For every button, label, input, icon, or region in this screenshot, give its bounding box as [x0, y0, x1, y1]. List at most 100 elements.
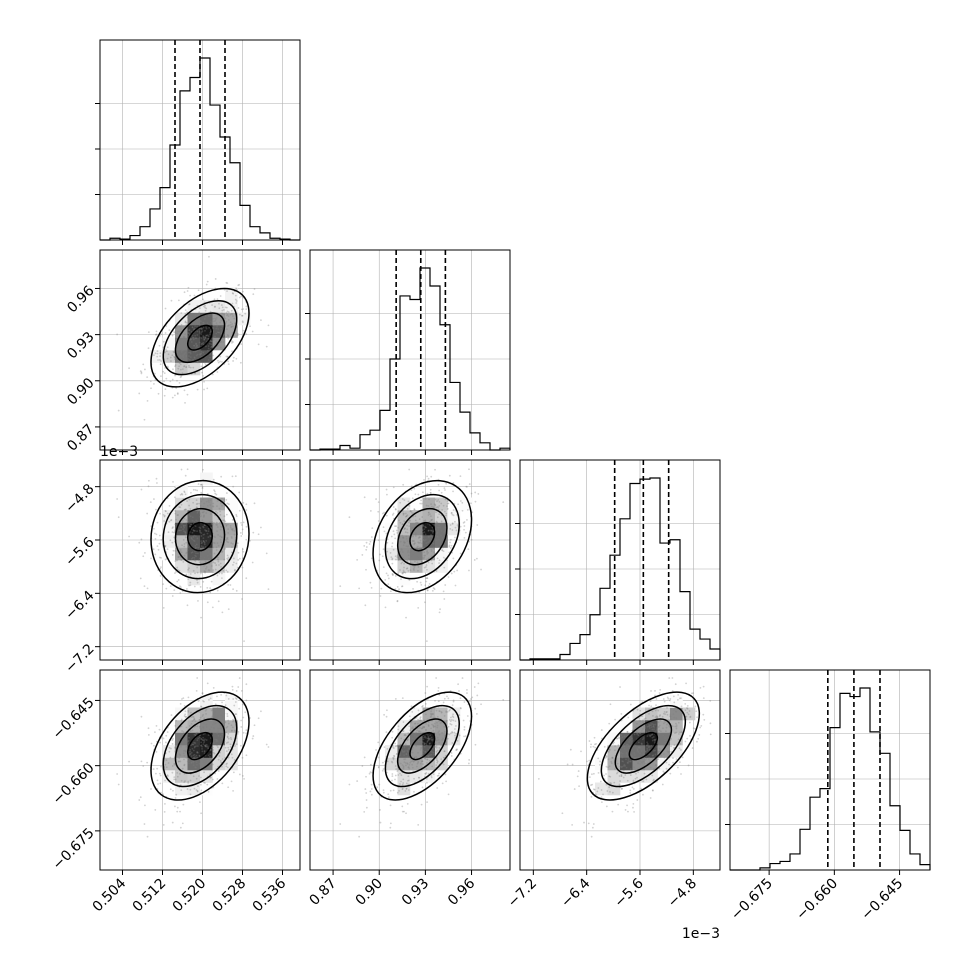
scatter-point — [626, 761, 629, 764]
scatter-point — [202, 580, 205, 583]
scatter-point — [643, 726, 645, 728]
scatter-point — [409, 510, 412, 513]
scatter-point — [436, 721, 438, 724]
scatter-point — [434, 498, 437, 501]
scatter-point — [173, 776, 176, 779]
scatter-point — [406, 750, 409, 753]
scatter-point — [422, 536, 425, 539]
scatter-point — [674, 725, 677, 728]
scatter-point — [216, 512, 219, 514]
x-tick-label: −7.2 — [505, 876, 540, 911]
scatter-point — [193, 556, 196, 559]
scatter-point — [219, 513, 222, 516]
scatter-point — [638, 732, 641, 734]
scatter-point — [430, 559, 433, 562]
scatter-point — [216, 740, 219, 742]
scatter-point — [637, 741, 640, 744]
scatter-point — [181, 355, 183, 358]
scatter-point — [206, 745, 209, 748]
scatter-point — [382, 526, 385, 529]
scatter-point — [253, 502, 256, 505]
scatter-point — [203, 380, 205, 383]
scatter-point — [358, 587, 361, 590]
scatter-point — [418, 719, 421, 722]
density-cell — [200, 732, 213, 746]
scatter-point — [674, 732, 676, 735]
scatter-point — [407, 766, 410, 769]
scatter-point — [631, 740, 634, 743]
scatter-point — [666, 696, 669, 699]
scatter-point — [196, 314, 199, 317]
scatter-point — [630, 754, 632, 757]
scatter-point — [215, 523, 218, 526]
scatter-point — [174, 560, 177, 562]
scatter-point — [189, 338, 192, 341]
scatter-point — [182, 752, 185, 755]
scatter-point — [620, 713, 623, 715]
scatter-point — [407, 500, 410, 503]
scatter-point — [217, 331, 220, 334]
scatter-point — [194, 766, 197, 769]
scatter-point — [620, 773, 623, 776]
scatter-point — [413, 759, 416, 762]
scatter-point — [224, 306, 227, 309]
scatter-point — [200, 353, 203, 355]
scatter-point — [236, 566, 239, 569]
scatter-point — [199, 515, 201, 518]
scatter-point — [219, 295, 222, 297]
scatter-point — [195, 754, 198, 757]
scatter-point — [181, 698, 183, 700]
scatter-point — [159, 567, 162, 570]
scatter-point — [399, 752, 402, 755]
scatter-point — [361, 554, 364, 556]
scatter-point — [450, 716, 452, 719]
scatter-point — [179, 506, 182, 509]
scatter-point — [171, 554, 174, 556]
scatter-point — [632, 802, 635, 805]
scatter-point — [413, 508, 416, 511]
scatter-point — [452, 716, 455, 719]
density-cell — [187, 757, 201, 771]
scatter-point — [146, 761, 149, 764]
scatter-point — [234, 298, 237, 301]
scatter-point — [459, 475, 462, 478]
scatter-point — [201, 327, 204, 330]
scatter-point — [240, 521, 243, 524]
scatter-point — [595, 742, 598, 745]
scatter-point — [423, 742, 426, 744]
scatter-point — [232, 356, 235, 359]
contour-line — [409, 731, 436, 761]
scatter-point — [178, 757, 181, 759]
scatter-point — [243, 640, 245, 643]
scatter-point — [231, 313, 234, 315]
scatter-point — [181, 372, 184, 374]
scatter-point — [195, 503, 198, 505]
density-cell — [200, 695, 213, 708]
scatter-point — [183, 545, 186, 548]
scatter-point — [452, 509, 455, 511]
scatter-point — [208, 765, 211, 768]
scatter-point — [166, 365, 169, 368]
scatter-point — [192, 775, 195, 778]
scatter-point — [408, 763, 411, 766]
scatter-point — [174, 741, 177, 743]
scatter-point — [444, 743, 447, 746]
scatter-point — [647, 744, 650, 747]
scatter-point — [181, 730, 183, 732]
scatter-point — [651, 723, 654, 725]
scatter-point — [220, 536, 223, 539]
scatter-point — [187, 546, 189, 549]
scatter-point — [573, 788, 576, 790]
scatter-point — [689, 715, 692, 718]
scatter-point — [224, 704, 227, 707]
scatter-point — [196, 579, 198, 581]
scatter-point — [407, 521, 410, 524]
scatter-point — [427, 739, 430, 742]
scatter-point — [208, 501, 210, 504]
scatter-point — [253, 288, 256, 290]
scatter-point — [200, 500, 203, 503]
scatter-point — [620, 766, 623, 769]
scatter-point — [427, 737, 430, 740]
scatter-point — [686, 737, 689, 740]
scatter-point — [207, 314, 210, 317]
